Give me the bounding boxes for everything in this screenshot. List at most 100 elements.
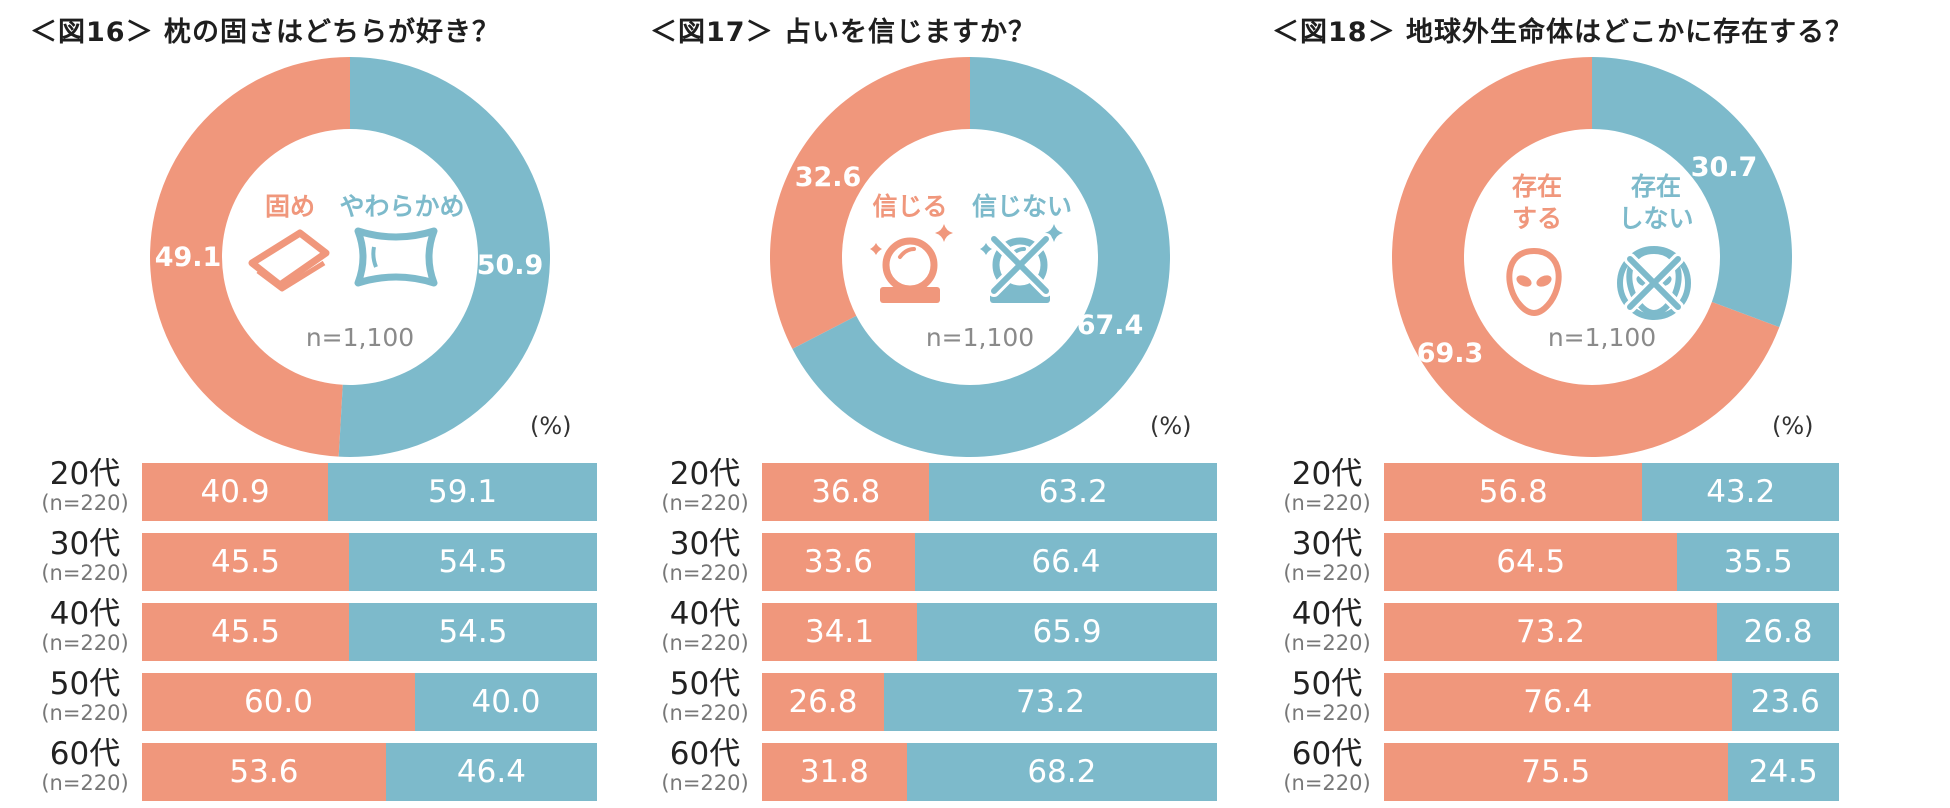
- bar-segment: 76.4: [1384, 673, 1732, 731]
- bar-segment: 46.4: [385, 743, 597, 801]
- bar-segment: 73.2: [883, 673, 1217, 731]
- chart-panel-alien: ＜図18＞ 地球外生命体はどこかに存在する？ 69.3 30.7 存在する 存在しない…: [1272, 0, 1882, 808]
- age-group-label: 30代 (n=220): [30, 527, 140, 585]
- unit-label: (%): [530, 412, 572, 440]
- stacked-bar: 53.6 46.4: [142, 743, 597, 801]
- age-group-label: 20代 (n=220): [1272, 457, 1382, 515]
- bar-segment: 54.5: [349, 533, 597, 591]
- bar-segment: 53.6: [142, 743, 386, 801]
- slice-value-label: 30.7: [1691, 152, 1758, 183]
- age-group-label: 50代 (n=220): [650, 667, 760, 725]
- option-b-label: 信じない: [972, 192, 1072, 221]
- age-group-sample-size: (n=220): [661, 701, 749, 725]
- age-group: 60代: [1291, 736, 1363, 772]
- option-a-label: 信じる: [872, 192, 947, 221]
- bar-segment: 73.2: [1384, 603, 1718, 661]
- crossed-crystal-ball-icon: [980, 224, 1063, 303]
- pie-slice: [1392, 57, 1780, 457]
- age-group-sample-size: (n=220): [661, 561, 749, 585]
- age-group-label: 50代 (n=220): [30, 667, 140, 725]
- bar-segment: 63.2: [929, 463, 1217, 521]
- age-group: 30代: [669, 526, 741, 562]
- age-group-label: 20代 (n=220): [650, 457, 760, 515]
- age-group-label: 20代 (n=220): [30, 457, 140, 515]
- chart-panel-pillow: ＜図16＞ 枕の固さはどちらが好き？ 49.1 50.9 固め やわらかめ n=1,10…: [30, 0, 640, 808]
- age-group-label: 40代 (n=220): [30, 597, 140, 655]
- age-group: 50代: [669, 666, 741, 702]
- alien-icon: [1506, 247, 1562, 316]
- age-group-sample-size: (n=220): [1283, 631, 1371, 655]
- pie-slice: [792, 57, 1170, 457]
- age-group: 30代: [49, 526, 121, 562]
- chart-title: ＜図16＞ 枕の固さはどちらが好き？: [30, 17, 500, 48]
- age-group-sample-size: (n=220): [1283, 561, 1371, 585]
- age-group: 40代: [1291, 596, 1363, 632]
- bar-segment: 26.8: [1717, 603, 1839, 661]
- pie-slice: [150, 57, 350, 457]
- age-group-sample-size: (n=220): [1283, 771, 1371, 795]
- chart-title: ＜図17＞ 占いを信じますか？: [650, 17, 1036, 48]
- bar-segment: 35.5: [1677, 533, 1839, 591]
- age-group: 20代: [49, 456, 121, 492]
- pie-slice: [338, 57, 551, 457]
- stacked-bar: 31.8 68.2: [762, 743, 1217, 801]
- bar-segment: 31.8: [762, 743, 907, 801]
- option-a-label: 存在する: [1512, 172, 1562, 233]
- age-group-sample-size: (n=220): [41, 631, 129, 655]
- age-group-label: 60代 (n=220): [1272, 737, 1382, 795]
- slice-value-label: 50.9: [477, 250, 544, 281]
- unit-label: (%): [1150, 412, 1192, 440]
- stacked-bar: 64.5 35.5: [1384, 533, 1839, 591]
- soft-pillow-icon: [354, 227, 438, 287]
- age-group-sample-size: (n=220): [1283, 701, 1371, 725]
- stacked-bar: 45.5 54.5: [142, 603, 597, 661]
- age-group-sample-size: (n=220): [41, 561, 129, 585]
- stacked-bar: 33.6 66.4: [762, 533, 1217, 591]
- crossed-alien-icon: [1617, 246, 1691, 320]
- stacked-bar: 56.8 43.2: [1384, 463, 1839, 521]
- sample-size-note: n=1,100: [1548, 323, 1656, 352]
- pie-slice: [770, 57, 970, 349]
- bar-segment: 40.0: [415, 673, 597, 731]
- age-group: 40代: [669, 596, 741, 632]
- age-group: 60代: [49, 736, 121, 772]
- age-group-sample-size: (n=220): [661, 631, 749, 655]
- age-group-label: 30代 (n=220): [1272, 527, 1382, 585]
- age-group: 50代: [1291, 666, 1363, 702]
- bar-segment: 56.8: [1384, 463, 1643, 521]
- stacked-bar: 40.9 59.1: [142, 463, 597, 521]
- sample-size-note: n=1,100: [306, 323, 414, 352]
- bar-segment: 45.5: [142, 533, 350, 591]
- age-group-sample-size: (n=220): [41, 771, 129, 795]
- bar-segment: 66.4: [914, 533, 1217, 591]
- stacked-bar: 34.1 65.9: [762, 603, 1217, 661]
- bar-segment: 43.2: [1642, 463, 1839, 521]
- bar-segment: 36.8: [762, 463, 930, 521]
- bar-segment: 24.5: [1727, 743, 1839, 801]
- age-group: 60代: [669, 736, 741, 772]
- chart-title: ＜図18＞ 地球外生命体はどこかに存在する？: [1272, 17, 1854, 48]
- age-group-label: 50代 (n=220): [1272, 667, 1382, 725]
- age-group: 20代: [1291, 456, 1363, 492]
- stacked-bar: 75.5 24.5: [1384, 743, 1839, 801]
- option-b-label: 存在しない: [1618, 172, 1693, 233]
- bar-segment: 68.2: [906, 743, 1217, 801]
- bar-segment: 23.6: [1731, 673, 1839, 731]
- age-group-sample-size: (n=220): [661, 771, 749, 795]
- bar-segment: 59.1: [328, 463, 597, 521]
- age-group: 30代: [1291, 526, 1363, 562]
- slice-value-label: 32.6: [795, 162, 862, 193]
- age-group: 20代: [669, 456, 741, 492]
- age-group-label: 60代 (n=220): [650, 737, 760, 795]
- age-group-sample-size: (n=220): [1283, 491, 1371, 515]
- age-group-label: 40代 (n=220): [1272, 597, 1382, 655]
- age-group-label: 60代 (n=220): [30, 737, 140, 795]
- option-b-label: やわらかめ: [339, 192, 464, 221]
- bar-segment: 65.9: [917, 603, 1217, 661]
- age-group: 50代: [49, 666, 121, 702]
- stacked-bar: 36.8 63.2: [762, 463, 1217, 521]
- sample-size-note: n=1,100: [926, 323, 1034, 352]
- bar-segment: 45.5: [142, 603, 350, 661]
- donut-chart: 69.3 30.7 存在する 存在しない n=1,100: [1392, 57, 1792, 457]
- chart-panel-fortune: ＜図17＞ 占いを信じますか？ 32.6 67.4 信じる 信じない n=1,100 (…: [650, 0, 1260, 808]
